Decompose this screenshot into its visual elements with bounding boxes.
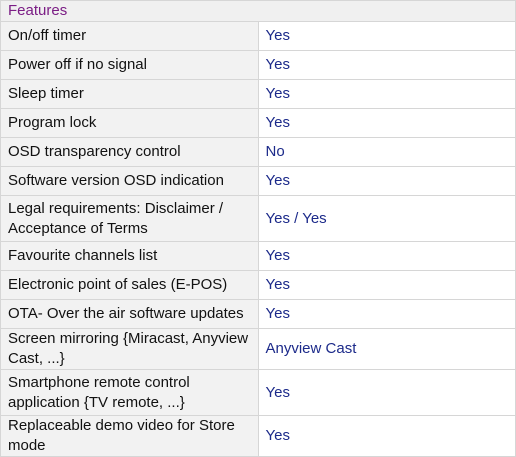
feature-value: Yes / Yes bbox=[257, 195, 516, 242]
feature-value: Yes bbox=[257, 166, 516, 196]
feature-value: Yes bbox=[257, 79, 516, 109]
feature-label: OSD transparency control bbox=[0, 137, 259, 167]
feature-label: OTA- Over the air software updates bbox=[0, 299, 259, 329]
table-row: Legal requirements: Disclaimer / Accepta… bbox=[0, 195, 516, 242]
feature-value: Yes bbox=[257, 50, 516, 80]
section-title: Features bbox=[0, 0, 516, 22]
table-row: OSD transparency control No bbox=[0, 137, 516, 167]
feature-value: Yes bbox=[257, 369, 516, 416]
feature-value: Yes bbox=[257, 299, 516, 329]
table-row: Smartphone remote control application {T… bbox=[0, 369, 516, 416]
feature-label: Favourite channels list bbox=[0, 241, 259, 271]
feature-value: Yes bbox=[257, 241, 516, 271]
table-row: Electronic point of sales (E-POS) Yes bbox=[0, 270, 516, 300]
feature-label: Screen mirroring {Miracast, Anyview Cast… bbox=[0, 328, 259, 370]
feature-value: Yes bbox=[257, 415, 516, 457]
feature-label: Electronic point of sales (E-POS) bbox=[0, 270, 259, 300]
feature-label: Replaceable demo video for Store mode bbox=[0, 415, 259, 457]
feature-label: On/off timer bbox=[0, 21, 259, 51]
table-row: Power off if no signal Yes bbox=[0, 50, 516, 80]
feature-value: Yes bbox=[257, 21, 516, 51]
feature-label: Program lock bbox=[0, 108, 259, 138]
table-row: OTA- Over the air software updates Yes bbox=[0, 299, 516, 329]
feature-value: Yes bbox=[257, 108, 516, 138]
table-row: Software version OSD indication Yes bbox=[0, 166, 516, 196]
feature-label: Sleep timer bbox=[0, 79, 259, 109]
table-row: Screen mirroring {Miracast, Anyview Cast… bbox=[0, 328, 516, 370]
table-row: Replaceable demo video for Store mode Ye… bbox=[0, 415, 516, 457]
table-row: Program lock Yes bbox=[0, 108, 516, 138]
feature-label: Software version OSD indication bbox=[0, 166, 259, 196]
feature-value: Anyview Cast bbox=[257, 328, 516, 370]
feature-label: Legal requirements: Disclaimer / Accepta… bbox=[0, 195, 259, 242]
section-header-row: Features bbox=[0, 0, 516, 22]
table-row: Sleep timer Yes bbox=[0, 79, 516, 109]
feature-label: Power off if no signal bbox=[0, 50, 259, 80]
table-row: Favourite channels list Yes bbox=[0, 241, 516, 271]
feature-value: No bbox=[257, 137, 516, 167]
table-row: On/off timer Yes bbox=[0, 21, 516, 51]
feature-value: Yes bbox=[257, 270, 516, 300]
feature-label: Smartphone remote control application {T… bbox=[0, 369, 259, 416]
